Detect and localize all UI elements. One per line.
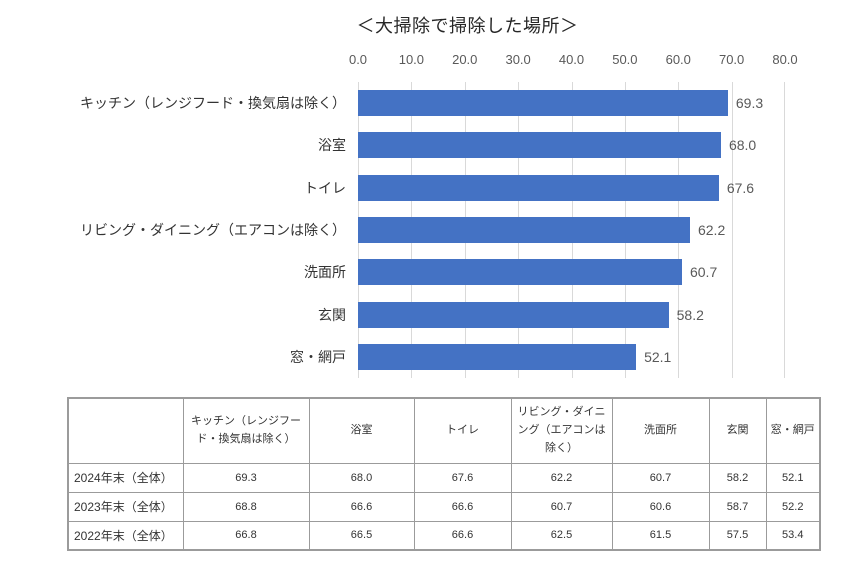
bar-value-label: 62.2 [697, 221, 726, 238]
table-cell: 61.5 [611, 520, 710, 551]
table-corner-cell [67, 397, 184, 464]
bar-row: 69.3 [358, 82, 785, 124]
table-cell: 53.4 [765, 520, 821, 551]
category-labels: キッチン（レンジフード・換気扇は除く） 浴室トイレリビング・ダイニング（エアコンは… [0, 82, 352, 378]
x-axis-tick: 0.0 [348, 52, 368, 67]
category-label: トイレ [304, 179, 346, 196]
bar [358, 174, 719, 201]
table-cell: 66.6 [308, 491, 415, 522]
data-table: キッチン（レンジフード・換気扇は除く） 浴室 トイレ リビング・ダイニング（エアコンは… [67, 397, 821, 551]
table-cell: 62.5 [510, 520, 613, 551]
category-label: 玄関 [318, 306, 346, 323]
table-cell: 67.6 [413, 462, 512, 493]
table-column-header: キッチン（レンジフード・換気扇は除く） [182, 397, 310, 464]
x-axis-tick: 40.0 [558, 52, 585, 67]
table-cell: 62.2 [510, 462, 613, 493]
bar-value-label: 68.0 [728, 137, 757, 154]
bar-row: 58.2 [358, 293, 785, 335]
category-label: 浴室 [318, 137, 346, 154]
table-cell: 69.3 [182, 462, 310, 493]
x-axis: 0.0 10.0 20.0 30.0 40.0 50.0 60.0 70.0 80.0 [349, 52, 798, 68]
bar [358, 216, 690, 243]
category-label: リビング・ダイニング（エアコンは除く） [80, 221, 346, 238]
category-label: 洗面所 [304, 264, 346, 281]
table-cell: 68.8 [182, 491, 310, 522]
bar-row: 67.6 [358, 167, 785, 209]
x-axis-tick: 20.0 [452, 52, 478, 67]
bar [358, 259, 682, 286]
table-cell: 60.6 [611, 491, 710, 522]
x-axis-tick: 70.0 [718, 52, 745, 67]
table-cell: 66.5 [308, 520, 415, 551]
table-cell: 52.1 [765, 462, 821, 493]
bar-value-label: 58.2 [676, 306, 704, 323]
table-row: 2024年末（全体） 69.3 68.0 67.6 62.2 60.7 58.2 52.1 [67, 462, 821, 493]
bar-row: 62.2 [358, 209, 785, 251]
table-column-header: 玄関 [708, 397, 767, 464]
bar [358, 90, 728, 117]
table-cell: 66.6 [413, 520, 512, 551]
table-column-header: 洗面所 [611, 397, 710, 464]
category-label: 窓・網戸 [290, 348, 346, 365]
bar [358, 301, 669, 328]
x-axis-tick: 60.0 [665, 52, 691, 67]
table-cell: 58.2 [708, 462, 767, 493]
bar [358, 132, 721, 159]
bar-row: 60.7 [358, 251, 785, 293]
x-axis-tick: 50.0 [612, 52, 638, 67]
x-axis-tick: 30.0 [505, 52, 531, 67]
bar-value-label: 67.6 [726, 179, 755, 196]
chart-title: ＜大掃除で掃除した場所＞ [356, 16, 579, 36]
table-column-header: 浴室 [308, 397, 415, 464]
plot-area: 69.3 68.0 67.6 62.2 60.7 58.2 52.1 [358, 82, 785, 378]
table-column-header: 窓・網戸 [765, 397, 821, 464]
table-column-header: トイレ [413, 397, 512, 464]
table-cell: 66.6 [413, 491, 512, 522]
gridline [784, 82, 785, 378]
bar-row: 68.0 [358, 124, 785, 166]
table-cell: 52.2 [765, 491, 821, 522]
table-cell: 60.7 [611, 462, 710, 493]
table-cell: 60.7 [510, 491, 613, 522]
table-cell: 58.7 [708, 491, 767, 522]
gridline [731, 82, 733, 378]
bar [358, 343, 637, 370]
bar-row: 52.1 [358, 336, 785, 378]
table-header-row: キッチン（レンジフード・換気扇は除く） 浴室 トイレ リビング・ダイニング（エアコンは… [67, 397, 821, 464]
bar-value-label: 52.1 [644, 348, 672, 365]
bar-value-label: 69.3 [735, 95, 764, 112]
x-axis-tick: 80.0 [772, 52, 798, 67]
bar-series: 69.3 68.0 67.6 62.2 60.7 58.2 52.1 [358, 82, 785, 378]
table-column-header: リビング・ダイニング（エアコンは除く） [510, 397, 613, 464]
table-row-label: 2022年末（全体） [67, 520, 184, 551]
table-row-label: 2023年末（全体） [67, 491, 184, 522]
table-cell: 57.5 [708, 520, 767, 551]
x-axis-tick: 10.0 [398, 52, 425, 67]
table-row-label: 2024年末（全体） [67, 462, 184, 493]
table-cell: 66.8 [182, 520, 310, 551]
table-row: 2022年末（全体） 66.8 66.5 66.6 62.5 61.5 57.5 53.4 [67, 520, 821, 551]
table-cell: 68.0 [308, 462, 415, 493]
bar-value-label: 60.7 [689, 264, 718, 281]
table-row: 2023年末（全体） 68.8 66.6 66.6 60.7 60.6 58.7 52.2 [67, 491, 821, 522]
category-label: キッチン（レンジフード・換気扇は除く） [80, 95, 346, 112]
